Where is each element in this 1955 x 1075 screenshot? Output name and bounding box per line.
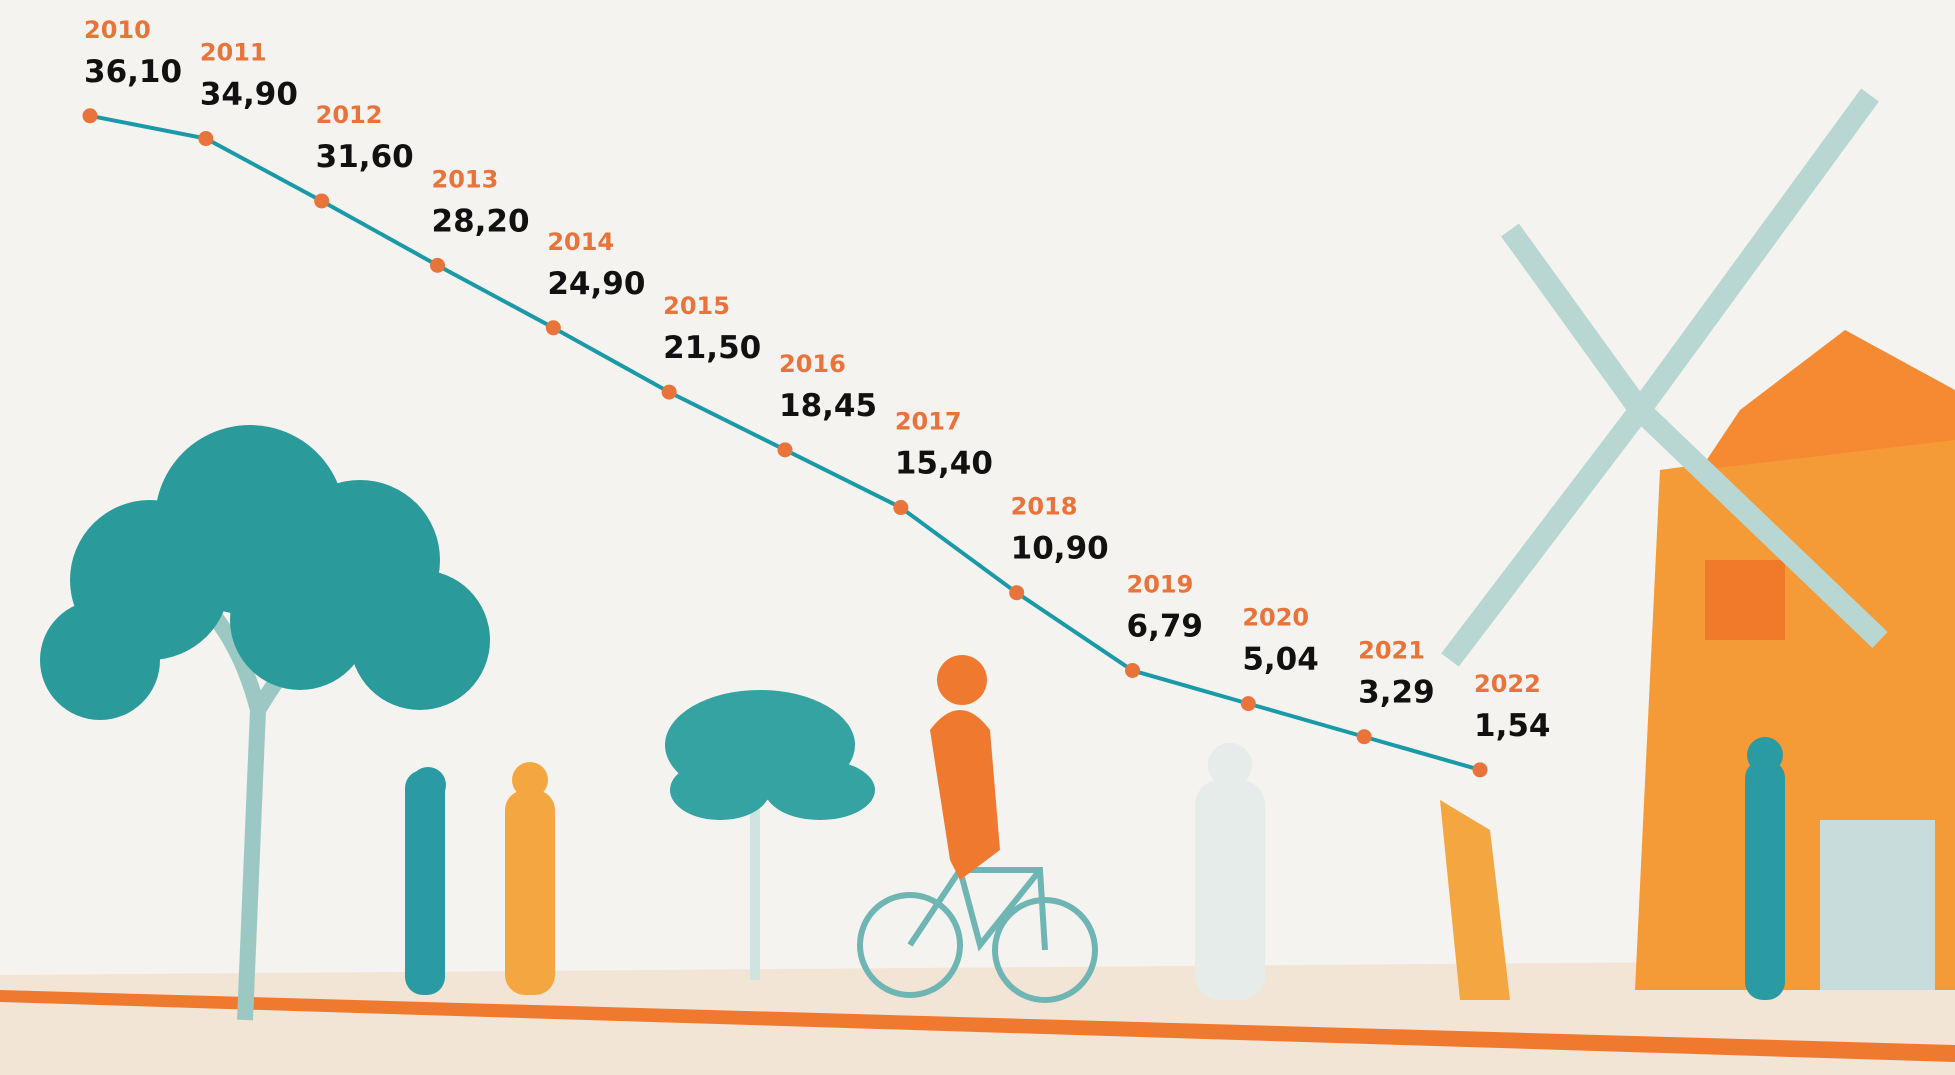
year-label: 2021 (1358, 637, 1425, 665)
data-point (1241, 696, 1256, 711)
year-label: 2015 (663, 292, 730, 320)
data-point (1473, 762, 1488, 777)
year-label: 2020 (1242, 604, 1309, 632)
year-label: 2016 (779, 350, 846, 378)
value-label: 10,90 (1011, 531, 1109, 567)
value-label: 36,10 (84, 54, 182, 90)
data-point (430, 258, 445, 273)
year-label: 2013 (432, 165, 499, 193)
year-label: 2019 (1127, 570, 1194, 598)
windmill-door (1820, 820, 1935, 990)
data-point (83, 108, 98, 123)
data-point (198, 131, 213, 146)
cyclist-head (937, 655, 987, 705)
person (505, 790, 555, 995)
data-point (1125, 663, 1140, 678)
year-label: 2018 (1011, 493, 1078, 521)
value-label: 24,90 (547, 266, 645, 302)
year-label: 2010 (84, 16, 151, 44)
data-point (893, 500, 908, 515)
data-point (314, 193, 329, 208)
value-label: 1,54 (1474, 708, 1551, 744)
value-label: 5,04 (1242, 642, 1319, 678)
year-label: 2011 (200, 39, 267, 67)
data-point (546, 320, 561, 335)
data-point (662, 385, 677, 400)
person (1195, 780, 1265, 1000)
year-label: 2012 (316, 101, 383, 129)
person-head (410, 767, 446, 803)
value-label: 18,45 (779, 388, 877, 424)
value-label: 15,40 (895, 446, 993, 482)
value-label: 6,79 (1127, 608, 1204, 644)
person-head (1747, 737, 1783, 773)
chart: 2010 36,10 2011 34,90 2012 31,60 2013 28,20 2014… (0, 0, 1955, 1075)
value-label: 28,20 (432, 203, 530, 239)
value-label: 34,90 (200, 77, 298, 113)
person (405, 770, 445, 995)
person-head (512, 762, 548, 798)
year-label: 2014 (547, 228, 614, 256)
person (1745, 760, 1785, 1000)
year-label: 2017 (895, 408, 962, 436)
person-head (1208, 743, 1252, 787)
value-label: 31,60 (316, 139, 414, 175)
tree-trunk (750, 800, 760, 980)
data-point (778, 442, 793, 457)
data-point (1357, 729, 1372, 744)
value-label: 3,29 (1358, 675, 1435, 711)
windmill-window (1705, 560, 1785, 640)
value-label: 21,50 (663, 330, 761, 366)
year-label: 2022 (1474, 670, 1541, 698)
data-point (1009, 585, 1024, 600)
